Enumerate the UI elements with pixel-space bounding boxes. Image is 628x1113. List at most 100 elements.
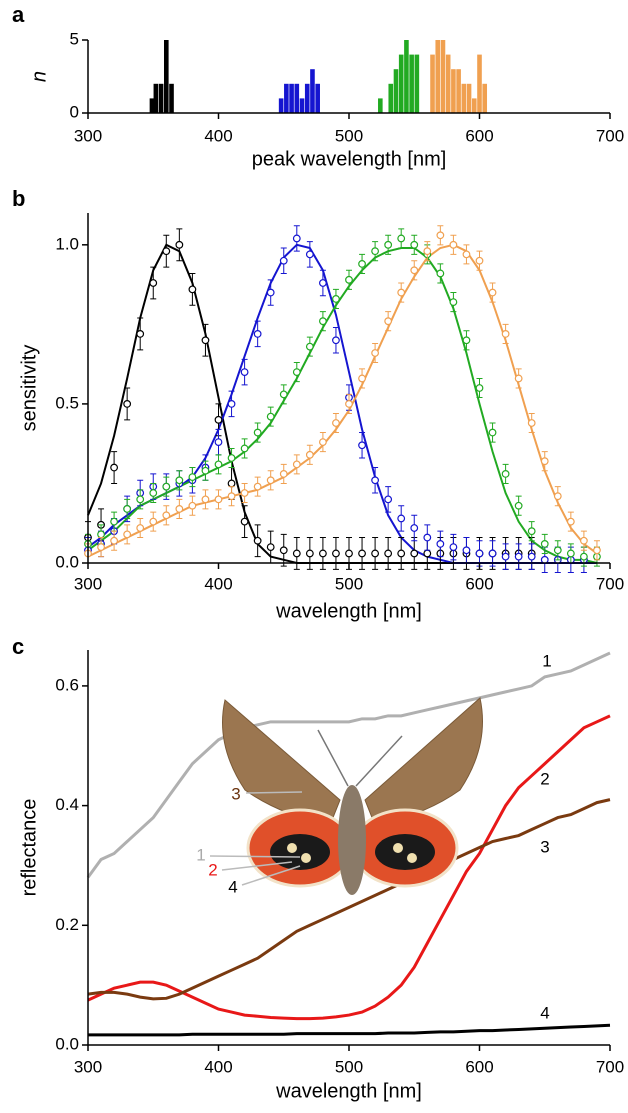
data-point (475, 256, 484, 265)
data-point (175, 505, 184, 513)
data-point (527, 527, 536, 536)
y-tick-label: 1.0 (55, 234, 79, 253)
x-tick-label: 600 (465, 1057, 493, 1076)
panel-letter: a (12, 2, 25, 27)
bar (388, 83, 394, 113)
data-point (292, 460, 301, 469)
data-point (305, 450, 314, 459)
curve-label: 1 (542, 651, 551, 670)
data-point (292, 368, 301, 376)
bar (445, 54, 451, 113)
curve (87, 714, 611, 1021)
data-point (319, 438, 327, 446)
data-point (110, 517, 118, 526)
y-tick-label: 0.0 (55, 552, 79, 571)
bar (278, 98, 284, 113)
data-point (384, 549, 393, 558)
data-point (305, 342, 314, 351)
x-tick-label: 400 (204, 126, 232, 145)
data-point (214, 495, 223, 504)
data-point (110, 536, 118, 545)
data-point (279, 390, 288, 399)
data-point (488, 428, 497, 437)
data-point (240, 489, 249, 497)
wing-patch (393, 843, 403, 853)
data-point (175, 240, 184, 249)
data-point (201, 336, 210, 345)
wing-patch (287, 843, 297, 853)
data-point (514, 501, 523, 510)
data-point (279, 256, 288, 265)
bar (169, 83, 174, 113)
bar (149, 98, 155, 113)
y-axis-label: n (28, 71, 50, 82)
data-point (188, 473, 197, 481)
x-tick-label: 500 (335, 574, 363, 593)
data-point (566, 549, 575, 558)
bar (404, 40, 409, 113)
bar (435, 40, 441, 113)
bar (289, 83, 294, 113)
data-point (149, 279, 158, 287)
data-point (449, 543, 458, 551)
data-point (292, 234, 301, 243)
x-tick-label: 700 (596, 126, 624, 145)
bar (153, 83, 159, 113)
data-point (227, 492, 236, 501)
data-point (501, 552, 510, 561)
moth-label: 1 (196, 845, 205, 864)
curve-label: 2 (540, 769, 549, 788)
curves (86, 651, 611, 1037)
data-point (514, 552, 523, 561)
data-point (97, 530, 105, 539)
x-tick-label: 400 (204, 574, 232, 593)
data-point (410, 524, 419, 532)
panel-letter: c (12, 634, 24, 659)
bar (414, 54, 420, 113)
data-point (462, 336, 471, 345)
data-point (358, 441, 366, 450)
data-point (123, 400, 132, 408)
bar (304, 83, 310, 113)
data-point (332, 336, 340, 345)
x-tick-label: 300 (74, 1057, 102, 1076)
moth-illustration: 3 1 2 4 (196, 697, 483, 896)
data-point (253, 482, 262, 491)
leader-line (245, 791, 303, 794)
data-point (540, 555, 549, 564)
bar (482, 83, 488, 113)
data-point (188, 501, 197, 510)
data-point (397, 549, 406, 558)
data-point (580, 552, 588, 561)
wing-spot (375, 834, 435, 870)
data-point (136, 524, 145, 532)
curve (86, 651, 611, 879)
data-point (253, 330, 262, 338)
data-point (475, 549, 484, 558)
data-point (423, 247, 432, 256)
data-point (449, 240, 458, 249)
data-point (253, 428, 262, 437)
leader-line (221, 861, 293, 871)
bar (378, 98, 383, 113)
data-point (162, 482, 171, 491)
data-point (292, 549, 301, 558)
curve (87, 798, 611, 1001)
data-point (436, 269, 445, 278)
curve-label: 3 (540, 837, 549, 856)
data-point (266, 543, 275, 551)
x-axis-label: peak wavelength [nm] (252, 148, 447, 170)
curve-label: 4 (540, 1003, 549, 1022)
data-point (384, 240, 393, 249)
bar (393, 69, 399, 113)
bar (461, 83, 467, 113)
data-point (319, 279, 327, 287)
leader-line (209, 855, 301, 858)
data-point (358, 549, 366, 558)
data-point (123, 505, 132, 513)
data-point (488, 549, 497, 558)
data-point (305, 549, 314, 558)
data-point (240, 517, 249, 526)
data-point (188, 285, 197, 294)
